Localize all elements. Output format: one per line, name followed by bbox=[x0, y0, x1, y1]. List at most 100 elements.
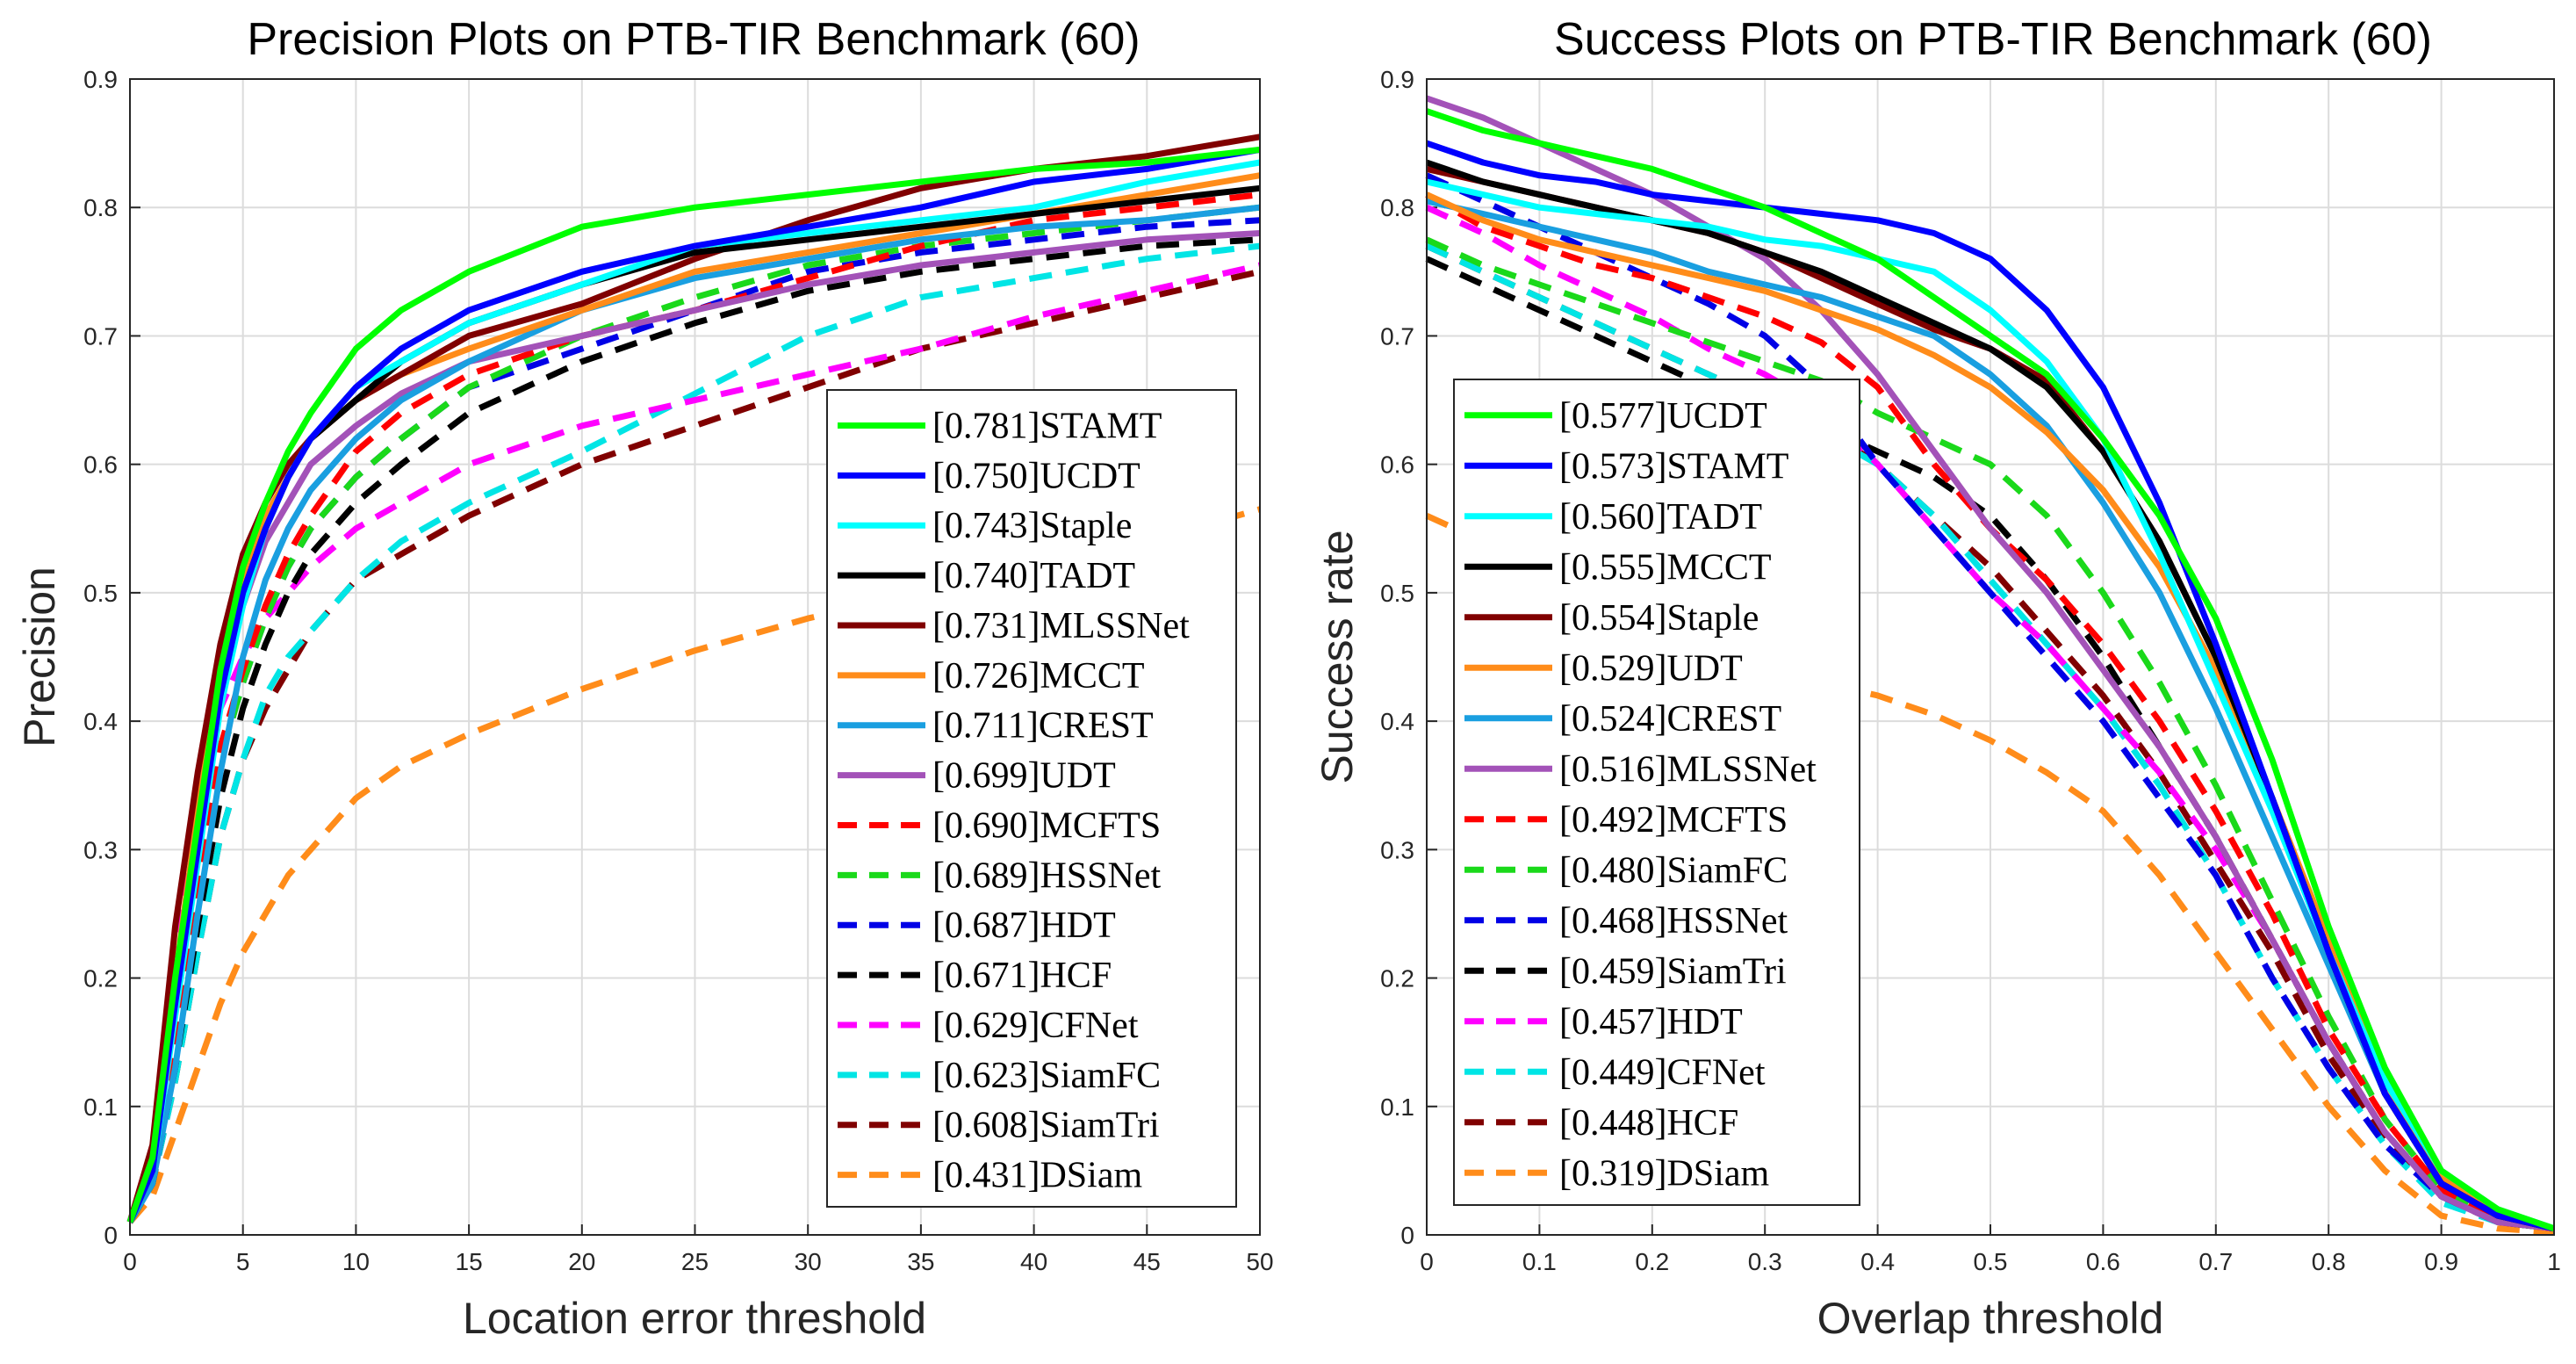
precision-x-tick-label: 20 bbox=[568, 1248, 595, 1275]
success-legend-label-hdt: [0.457]HDT bbox=[1559, 1002, 1743, 1043]
success-x-tick-label: 1 bbox=[2547, 1248, 2561, 1275]
success-y-tick-label: 0 bbox=[1400, 1222, 1414, 1249]
success-legend-label-ucdt: [0.577]UCDT bbox=[1559, 396, 1767, 437]
precision-series-line-crest bbox=[126, 204, 1261, 1224]
success-legend-label-cfnet: [0.449]CFNet bbox=[1559, 1052, 1766, 1093]
precision-series-lines bbox=[126, 134, 1261, 1224]
success-x-tick-label: 0.4 bbox=[1860, 1248, 1895, 1275]
success-x-tick-labels: 0 0.1 0.2 0.3 0.4 0.5 0.6 0.7 0.8 0.9 1 bbox=[1420, 1224, 2561, 1275]
success-series-lines bbox=[1425, 95, 2556, 1236]
precision-x-tick-label: 30 bbox=[795, 1248, 822, 1275]
precision-legend-label-hdt: [0.687]HDT bbox=[932, 906, 1116, 946]
precision-legend-label-mcct: [0.726]MCCT bbox=[932, 656, 1145, 696]
success-legend-label-hssnet: [0.468]HSSNet bbox=[1559, 901, 1788, 942]
success-y-tick-labels: 0 0.1 0.2 0.3 0.4 0.5 0.6 0.7 0.8 0.9 bbox=[1380, 66, 1437, 1249]
success-y-tick-label: 0.1 bbox=[1380, 1093, 1414, 1121]
success-y-tick-label: 0.2 bbox=[1380, 965, 1414, 992]
success-legend-label-siamtri: [0.459]SiamTri bbox=[1559, 951, 1787, 992]
success-y-tick-label: 0.7 bbox=[1380, 322, 1414, 350]
precision-legend-label-udt: [0.699]UDT bbox=[932, 756, 1116, 797]
success-y-tick-label: 0.5 bbox=[1380, 580, 1414, 607]
precision-legend-label-tadt: [0.740]TADT bbox=[932, 556, 1135, 596]
precision-y-tick-label: 0.2 bbox=[83, 965, 118, 992]
precision-x-tick-labels: 0 5 10 15 20 25 30 35 40 45 50 bbox=[123, 1224, 1274, 1275]
precision-y-tick-label: 0 bbox=[104, 1222, 118, 1249]
success-series-line-stamt bbox=[1425, 140, 2555, 1232]
success-series-line-siamfc bbox=[1425, 236, 2555, 1232]
success-x-tick-label: 0.2 bbox=[1635, 1248, 1669, 1275]
success-legend-label-siamfc: [0.480]SiamFC bbox=[1559, 850, 1788, 891]
success-x-tick-label: 0.8 bbox=[2312, 1248, 2346, 1275]
success-legend-label-mcfts: [0.492]MCFTS bbox=[1559, 800, 1788, 841]
precision-y-tick-label: 0.9 bbox=[83, 66, 118, 93]
precision-x-tick-label: 35 bbox=[907, 1248, 934, 1275]
precision-y-tick-label: 0.8 bbox=[83, 194, 118, 221]
success-legend-label-staple: [0.554]Staple bbox=[1559, 598, 1759, 639]
precision-y-tick-label: 0.6 bbox=[83, 451, 118, 479]
success-legend-label-hcf: [0.448]HCF bbox=[1559, 1103, 1738, 1144]
precision-axes-frame bbox=[129, 78, 1261, 1236]
precision-y-tick-label: 0.3 bbox=[83, 836, 118, 863]
precision-x-tick-label: 5 bbox=[236, 1248, 250, 1275]
precision-y-tick-label: 0.1 bbox=[83, 1093, 118, 1121]
success-legend-label-udt: [0.529]UDT bbox=[1559, 648, 1743, 689]
success-legend-label-stamt: [0.573]STAMT bbox=[1559, 446, 1788, 487]
precision-series-line-mcfts bbox=[126, 191, 1261, 1223]
precision-y-tick-label: 0.7 bbox=[83, 322, 118, 350]
success-x-tick-label: 0.1 bbox=[1522, 1248, 1557, 1275]
precision-legend-label-mcfts: [0.690]MCFTS bbox=[932, 805, 1161, 846]
precision-x-tick-label: 45 bbox=[1133, 1248, 1161, 1275]
precision-x-tick-label: 0 bbox=[123, 1248, 137, 1275]
precision-series-line-ucdt bbox=[126, 146, 1261, 1223]
success-series-line-tadt bbox=[1426, 178, 2556, 1232]
precision-legend: [0.781]STAMT [0.750]UCDT [0.743]Staple [0.7… bbox=[826, 389, 1237, 1208]
success-legend-label-dsiam: [0.319]DSiam bbox=[1559, 1153, 1769, 1194]
precision-x-tick-label: 15 bbox=[456, 1248, 483, 1275]
precision-legend-label-cfnet: [0.629]CFNet bbox=[932, 1006, 1139, 1046]
precision-legend-label-stamt: [0.781]STAMT bbox=[932, 406, 1162, 446]
precision-legend-label-hcf: [0.671]HCF bbox=[932, 956, 1112, 996]
success-y-tick-label: 0.6 bbox=[1380, 451, 1414, 479]
precision-legend-label-crest: [0.711]CREST bbox=[932, 706, 1154, 747]
success-x-tick-label: 0.6 bbox=[2086, 1248, 2120, 1275]
success-legend-label-mcct: [0.555]MCCT bbox=[1559, 547, 1772, 588]
success-legend-label-tadt: [0.560]TADT bbox=[1559, 497, 1762, 538]
success-series-line-ucdt bbox=[1425, 108, 2556, 1232]
success-y-axis-label: Success rate bbox=[1313, 530, 1362, 783]
success-y-tick-label: 0.3 bbox=[1380, 836, 1414, 863]
success-y-tick-label: 0.9 bbox=[1380, 66, 1414, 93]
precision-series-line-stamt bbox=[126, 146, 1261, 1223]
success-series-line-mlssnet bbox=[1425, 95, 2555, 1232]
precision-legend-label-staple: [0.743]Staple bbox=[932, 506, 1132, 546]
precision-y-axis-label: Precision bbox=[15, 567, 64, 747]
success-axes-frame bbox=[1426, 78, 2555, 1236]
success-y-tick-label: 0.4 bbox=[1380, 708, 1414, 735]
precision-legend-label-siamfc: [0.623]SiamFC bbox=[932, 1056, 1161, 1096]
precision-legend-label-dsiam: [0.431]DSiam bbox=[932, 1156, 1142, 1196]
success-series-line-siamtri bbox=[1425, 256, 2555, 1232]
success-x-tick-label: 0.7 bbox=[2198, 1248, 2233, 1275]
success-legend-label-crest: [0.524]CREST bbox=[1559, 699, 1781, 740]
precision-y-tick-labels: 0 0.1 0.2 0.3 0.4 0.5 0.6 0.7 0.8 0.9 bbox=[83, 66, 140, 1249]
success-series-line-cfnet bbox=[1425, 242, 2555, 1232]
precision-y-tick-label: 0.4 bbox=[83, 708, 118, 735]
success-x-tick-label: 0.3 bbox=[1748, 1248, 1782, 1275]
precision-y-tick-label: 0.5 bbox=[83, 580, 118, 607]
success-legend: [0.577]UCDT [0.573]STAMT [0.560]TADT [0.555… bbox=[1453, 379, 1860, 1206]
success-chart-title: Success Plots on PTB-TIR Benchmark (60) bbox=[1554, 14, 2432, 65]
precision-x-tick-label: 50 bbox=[1246, 1248, 1273, 1275]
success-series-line-hssnet bbox=[1425, 172, 2555, 1232]
precision-x-tick-label: 10 bbox=[342, 1248, 370, 1275]
success-y-tick-label: 0.8 bbox=[1380, 194, 1414, 221]
precision-legend-label-hssnet: [0.689]HSSNet bbox=[932, 855, 1161, 896]
precision-chart-title: Precision Plots on PTB-TIR Benchmark (60… bbox=[247, 14, 1140, 65]
success-x-axis-label: Overlap threshold bbox=[1817, 1294, 2164, 1343]
precision-legend-label-mlssnet: [0.731]MLSSNet bbox=[932, 606, 1190, 646]
precision-series-line-siamfc bbox=[126, 242, 1261, 1224]
precision-legend-label-ucdt: [0.750]UCDT bbox=[932, 456, 1140, 496]
success-legend-label-mlssnet: [0.516]MLSSNet bbox=[1559, 749, 1817, 790]
precision-plot-panel: Precision Plots on PTB-TIR Benchmark (60… bbox=[15, 14, 1274, 1343]
success-plot-panel: Success Plots on PTB-TIR Benchmark (60) … bbox=[1313, 14, 2561, 1343]
precision-x-axis-label: Location error threshold bbox=[463, 1294, 926, 1343]
